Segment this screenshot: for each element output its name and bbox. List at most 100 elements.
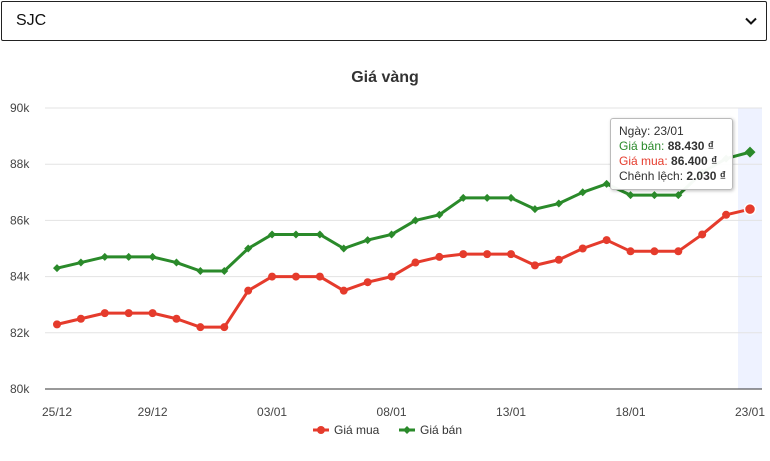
data-point[interactable] (483, 193, 492, 202)
legend-marker (317, 426, 325, 434)
data-point[interactable] (578, 188, 587, 197)
data-point[interactable] (124, 252, 133, 261)
y-tick-label: 90k (10, 101, 30, 115)
data-point[interactable] (220, 266, 229, 275)
data-point[interactable] (602, 179, 611, 188)
grid-lines (45, 107, 762, 334)
data-point[interactable] (220, 323, 229, 332)
tooltip-diff-value: 2.030 ₫ (686, 169, 726, 183)
tooltip-sell-row: Giá bán: 88.430 ₫ (619, 139, 724, 154)
data-point[interactable] (674, 191, 683, 200)
legend-item[interactable]: Giá mua (313, 423, 380, 437)
data-point[interactable] (244, 244, 253, 253)
data-point[interactable] (602, 236, 611, 245)
x-tick-label: 23/01 (735, 405, 765, 419)
tooltip-sell-label: Giá bán: (619, 139, 665, 153)
data-point[interactable] (53, 320, 61, 329)
data-point[interactable] (363, 236, 372, 245)
data-point[interactable] (196, 266, 205, 275)
data-point[interactable] (722, 210, 731, 219)
data-point[interactable] (315, 272, 324, 281)
x-axis-ticks: 25/12 29/12 03/01 08/01 13/01 18/01 23/01 (42, 405, 765, 419)
tooltip-diff-row: Chênh lệch: 2.030 ₫ (619, 169, 726, 184)
x-tick-label: 13/01 (496, 405, 526, 419)
legend-item[interactable]: Giá bán (399, 423, 462, 437)
data-point[interactable] (459, 250, 468, 259)
data-point[interactable] (435, 252, 444, 261)
tooltip-buy-value: 86.400 ₫ (671, 154, 718, 168)
data-point[interactable] (53, 264, 61, 273)
x-tick-label: 08/01 (377, 405, 407, 419)
data-point[interactable] (100, 252, 109, 261)
data-point[interactable] (411, 258, 420, 267)
data-point[interactable] (483, 250, 492, 259)
y-tick-label: 80k (10, 382, 30, 396)
data-point[interactable] (268, 272, 277, 281)
series-diamond (53, 146, 756, 275)
y-tick-label: 88k (10, 157, 30, 171)
data-point[interactable] (76, 314, 85, 323)
data-point[interactable] (124, 309, 133, 318)
x-tick-label: 25/12 (42, 405, 72, 419)
data-point[interactable] (291, 230, 300, 239)
legend-label: Giá mua (334, 423, 380, 437)
chart-tooltip: Ngày: 23/01 Giá bán: 88.430 ₫ Giá mua: 8… (610, 118, 733, 190)
x-tick-label: 18/01 (616, 405, 646, 419)
gold-price-chart: Giá vàng 80k 82k 84k 86k 88k 90k 25/12 29/12 03… (10, 69, 765, 437)
data-point[interactable] (148, 309, 157, 318)
tooltip-date-value: 23/01 (653, 124, 684, 138)
y-tick-label: 86k (10, 213, 30, 227)
data-point[interactable] (411, 216, 420, 225)
data-point[interactable] (674, 247, 683, 256)
data-point[interactable] (698, 230, 707, 239)
data-point[interactable] (744, 146, 756, 158)
legend[interactable]: Giá mua Giá bán (313, 423, 462, 437)
data-point[interactable] (363, 278, 372, 287)
data-point[interactable] (339, 244, 348, 253)
gold-type-select-value: SJC (16, 12, 47, 29)
data-point[interactable] (530, 205, 539, 214)
data-point[interactable] (387, 230, 396, 239)
tooltip-buy-row: Giá mua: 86.400 ₫ (619, 154, 724, 169)
data-point[interactable] (626, 191, 635, 200)
data-point[interactable] (172, 258, 181, 267)
data-point[interactable] (530, 261, 539, 270)
chart-title: Giá vàng (351, 69, 419, 86)
legend-label: Giá bán (420, 423, 462, 437)
data-point[interactable] (76, 258, 85, 267)
data-point[interactable] (507, 250, 516, 259)
data-point[interactable] (435, 210, 444, 219)
data-point[interactable] (554, 255, 563, 264)
tooltip-buy-label: Giá mua: (619, 154, 668, 168)
data-point[interactable] (268, 230, 277, 239)
chevron-down-icon (745, 17, 757, 25)
tooltip-date-label: Ngày: (619, 124, 651, 138)
data-point[interactable] (339, 286, 348, 295)
data-point[interactable] (100, 309, 109, 318)
data-point[interactable] (291, 272, 300, 281)
data-point[interactable] (650, 191, 659, 200)
data-point[interactable] (626, 247, 635, 256)
data-point[interactable] (578, 244, 587, 253)
data-point[interactable] (507, 193, 516, 202)
data-point[interactable] (554, 199, 563, 208)
data-point[interactable] (650, 247, 659, 256)
x-tick-label: 03/01 (257, 405, 287, 419)
x-tick-label: 29/12 (138, 405, 168, 419)
data-point[interactable] (172, 314, 181, 323)
data-point[interactable] (244, 286, 253, 295)
data-point[interactable] (148, 252, 157, 261)
series-circle (53, 202, 757, 332)
data-point[interactable] (315, 230, 324, 239)
data-point[interactable] (196, 323, 205, 332)
legend-marker (403, 426, 411, 434)
series-layer (53, 146, 757, 332)
tooltip-date-row: Ngày: 23/01 (619, 124, 724, 139)
y-axis-ticks: 80k 82k 84k 86k 88k 90k (10, 101, 30, 396)
gold-type-select[interactable]: SJC (1, 1, 767, 41)
data-point[interactable] (459, 193, 468, 202)
tooltip-diff-label: Chênh lệch: (619, 169, 684, 183)
data-point[interactable] (743, 202, 757, 216)
data-point[interactable] (387, 272, 396, 281)
y-tick-label: 82k (10, 326, 30, 340)
